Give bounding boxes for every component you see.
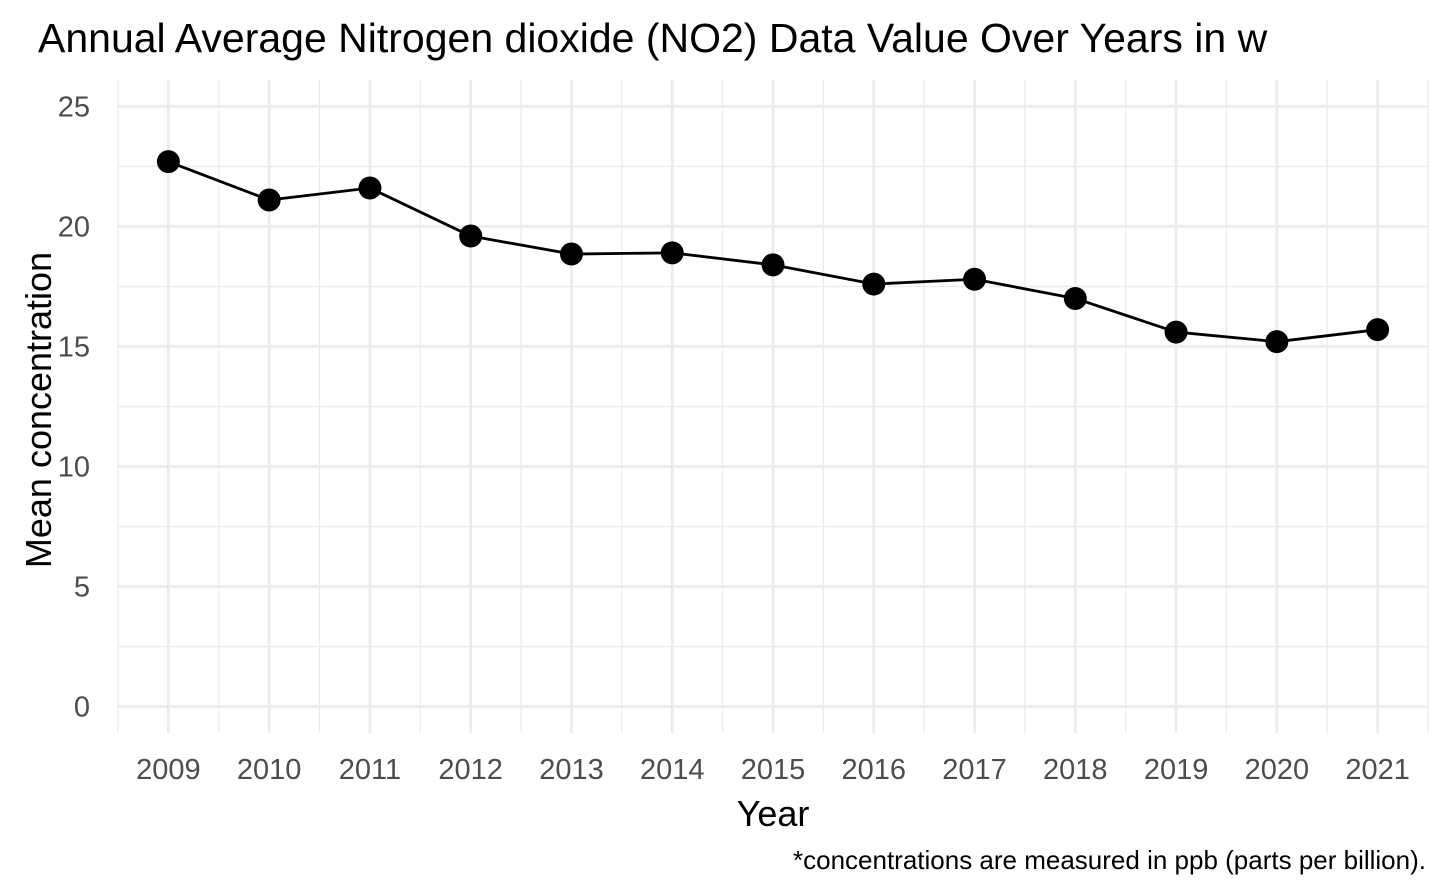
y-axis-tick-labels: 0 5 10 15 20 25 <box>58 91 90 723</box>
data-point <box>660 241 684 265</box>
y-tick-label: 10 <box>58 452 90 484</box>
x-tick-label: 2010 <box>237 754 302 786</box>
grid <box>117 80 1429 733</box>
x-tick-label: 2020 <box>1245 754 1310 786</box>
x-tick-label: 2015 <box>741 754 806 786</box>
data-point <box>358 176 382 200</box>
data-point <box>862 272 886 296</box>
x-tick-label: 2016 <box>842 754 907 786</box>
x-tick-label: 2013 <box>539 754 604 786</box>
x-tick-label: 2021 <box>1345 754 1410 786</box>
data-point <box>761 253 785 277</box>
data-point <box>257 188 281 212</box>
data-point <box>156 150 180 174</box>
x-axis-title: Year <box>737 793 810 834</box>
x-tick-label: 2011 <box>339 754 401 786</box>
x-tick-label: 2017 <box>942 754 1007 786</box>
data-point <box>559 242 583 266</box>
data-point <box>1164 320 1188 344</box>
chart-caption: *concentrations are measured in ppb (par… <box>793 845 1426 875</box>
y-tick-label: 0 <box>74 692 90 724</box>
data-point <box>459 224 483 248</box>
y-tick-label: 5 <box>74 572 90 604</box>
y-tick-label: 25 <box>58 91 90 123</box>
series-layer <box>156 150 1390 354</box>
data-point <box>1366 318 1390 342</box>
x-tick-label: 2012 <box>438 754 503 786</box>
data-point <box>1063 286 1087 310</box>
chart-title: Annual Average Nitrogen dioxide (NO2) Da… <box>38 15 1268 61</box>
data-point <box>1265 330 1289 354</box>
y-axis-title: Mean concentration <box>18 252 59 568</box>
x-axis-tick-labels: 2009 2010 2011 2012 2013 2014 2015 2016 2017 2018… <box>136 754 1410 786</box>
x-tick-label: 2019 <box>1144 754 1209 786</box>
y-tick-label: 20 <box>58 211 90 243</box>
x-tick-label: 2009 <box>136 754 201 786</box>
y-tick-label: 15 <box>58 331 90 363</box>
x-tick-label: 2018 <box>1043 754 1108 786</box>
x-tick-label: 2014 <box>640 754 705 786</box>
data-point <box>963 267 987 291</box>
